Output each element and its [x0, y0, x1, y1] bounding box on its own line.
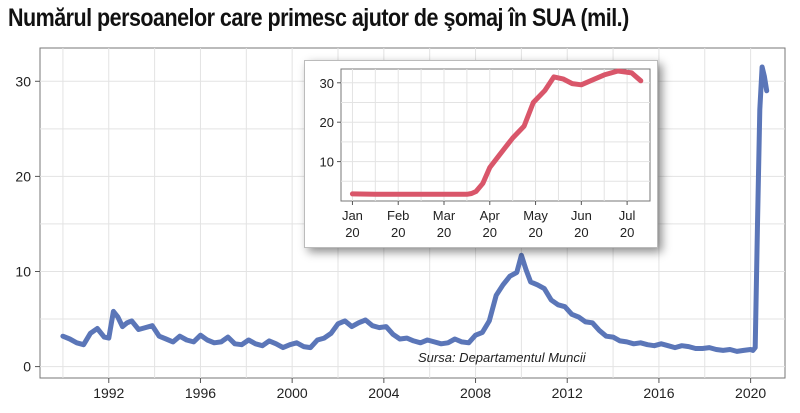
x-tick-label: 2016: [643, 385, 674, 401]
inset-x-tick-label: 20: [437, 225, 451, 240]
inset-x-tick-label: Jun: [571, 208, 592, 223]
inset-x-tick-label: 20: [483, 225, 497, 240]
inset-x-tick-label: 20: [345, 225, 359, 240]
inset-plot-area: [340, 68, 651, 202]
inset-x-tick-label: Apr: [480, 208, 501, 223]
y-tick-label: 20: [15, 168, 31, 184]
inset-panel: 10 20 30 Jan 20 Feb 20 Mar 20 Apr 20 May 20 Jun 20 Jul 2…: [304, 60, 658, 248]
inset-y-tick-label: 20: [320, 115, 334, 130]
inset-series-line: [349, 68, 644, 197]
inset-x-tick-label: Feb: [387, 208, 409, 223]
inset-x-tick-label: Jan: [342, 208, 363, 223]
x-tick-label: 2000: [277, 385, 308, 401]
x-tick-label: 2012: [552, 385, 583, 401]
inset-x-tick-label: 20: [528, 225, 542, 240]
inset-y-tick-label: 10: [320, 155, 334, 170]
y-tick-label: 30: [15, 73, 31, 89]
inset-x-tick-label: 20: [620, 225, 634, 240]
inset-x-tick-label: May: [523, 208, 548, 223]
series-line: [60, 64, 770, 354]
inset-x-tick-label: Jul: [619, 208, 636, 223]
y-tick-label: 0: [23, 359, 31, 375]
y-tick-label: 10: [15, 263, 31, 279]
x-tick-label: 1992: [93, 385, 124, 401]
x-tick-label: 2004: [368, 385, 399, 401]
inset-x-tick-label: 20: [391, 225, 405, 240]
inset-x-tick-label: 20: [574, 225, 588, 240]
inset-y-tick-label: 30: [320, 76, 334, 91]
x-tick-label: 1996: [185, 385, 216, 401]
x-tick-label: 2008: [460, 385, 491, 401]
inset-x-tick-label: Mar: [433, 208, 456, 223]
x-tick-label: 2020: [735, 385, 766, 401]
chart-title: Numărul persoanelor care primesc ajutor …: [8, 4, 629, 32]
inset-chart: 10 20 30 Jan 20 Feb 20 Mar 20 Apr 20 May 20 Jun 20 Jul 2…: [320, 68, 651, 240]
source-note: Sursa: Departamentul Muncii: [418, 350, 586, 365]
